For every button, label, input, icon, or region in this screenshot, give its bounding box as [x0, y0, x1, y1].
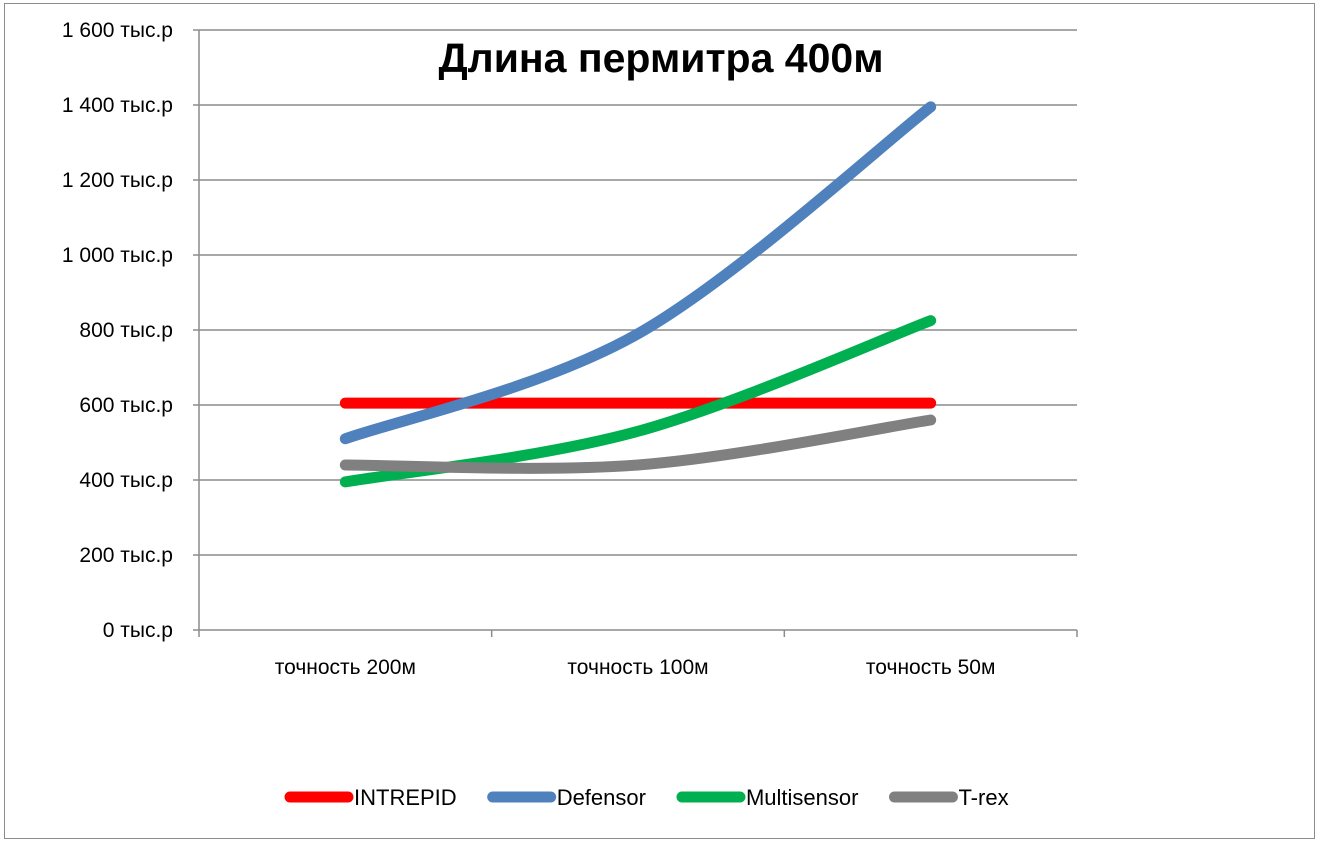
y-tick-label: 800 тыс.р	[79, 319, 173, 342]
y-tick-label: 1 600 тыс.р	[62, 19, 173, 42]
y-tick-label: 600 тыс.р	[79, 394, 173, 417]
legend-label-intrepid: INTREPID	[354, 785, 457, 810]
series-line-defensor	[339, 101, 937, 445]
x-tick-label: точность 50м	[866, 656, 996, 679]
legend-label-t-rex: T-rex	[958, 785, 1008, 810]
legend: INTREPID Defensor Multisensor T-rex	[284, 785, 1009, 810]
y-tick-label: 0 тыс.р	[103, 619, 173, 642]
chart-title: Длина пермитра 400м	[438, 35, 883, 81]
legend-label-multisensor: Multisensor	[746, 785, 858, 810]
legend-label-defensor: Defensor	[557, 785, 646, 810]
y-tick-label: 1 400 тыс.р	[62, 94, 173, 117]
axes: 0 тыс.р 200 тыс.р 400 тыс.р 600 тыс.р 800 ты…	[62, 19, 1078, 679]
series-line-t-rex	[339, 414, 937, 474]
y-tick-label: 400 тыс.р	[79, 469, 173, 492]
y-tick-label: 200 тыс.р	[79, 544, 173, 567]
series-lines	[339, 101, 937, 488]
y-tick-label: 1 200 тыс.р	[62, 169, 173, 192]
gridlines	[199, 29, 1077, 556]
y-tick-label: 1 000 тыс.р	[62, 244, 173, 267]
x-tick-label: точность 100м	[567, 656, 708, 679]
x-tick-label: точность 200м	[275, 656, 416, 679]
